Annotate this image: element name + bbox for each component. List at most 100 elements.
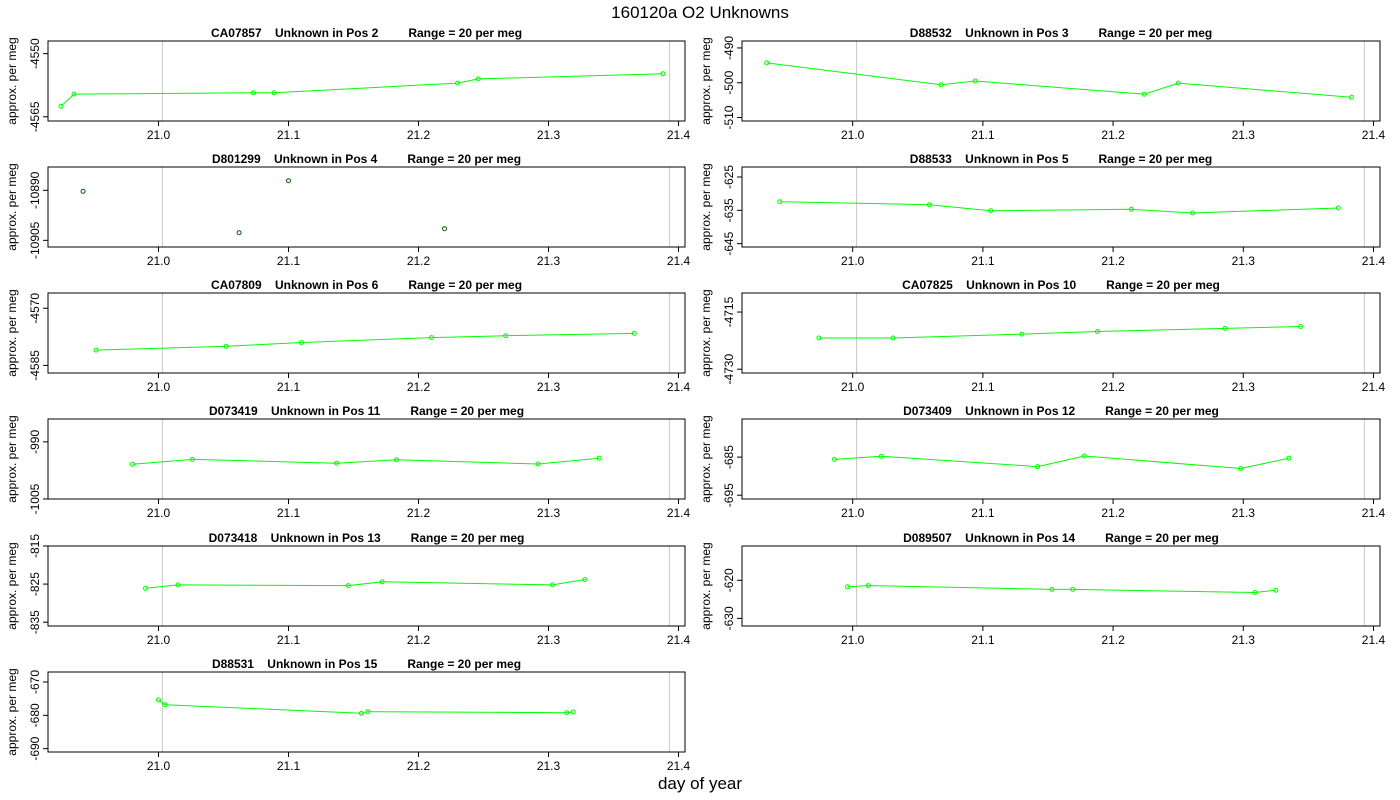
panel-4-data-point <box>1190 210 1195 216</box>
panel-6-x-tick-label: 21.2 <box>1101 380 1125 394</box>
panel-9-data-point <box>143 585 148 591</box>
panel-9-x-tick-label: 21.4 <box>667 633 691 647</box>
panel-9-y-tick-label: -815 <box>28 534 42 558</box>
panel-2-title: D88532 Unknown in Pos 3 Range = 20 per m… <box>910 26 1212 40</box>
panel-4-title: D88533 Unknown in Pos 5 Range = 20 per m… <box>910 152 1212 166</box>
panel-11-x-tick-label: 21.3 <box>537 759 561 773</box>
panel-6-data-point <box>816 335 822 341</box>
panel-5-x-tick-label: 21.1 <box>277 380 301 394</box>
panel-2-x-tick-label: 21.0 <box>841 128 865 142</box>
panel-8-data-point <box>831 456 837 462</box>
panel-9-series-line <box>145 579 585 589</box>
panel-6-series-line <box>818 326 1301 339</box>
panel-9-data-point <box>582 577 588 582</box>
panel-7-data-point <box>596 455 602 461</box>
panel-6-x-tick-label: 21.3 <box>1232 380 1256 394</box>
panel-3-data-point <box>80 188 86 194</box>
panel-8-x-tick-label: 21.0 <box>841 506 865 520</box>
panel-8-x-tick-label: 21.1 <box>971 506 995 520</box>
panel-2-frame <box>741 40 1381 122</box>
panel-9-y-tick-label: -835 <box>28 610 42 634</box>
panel-2-y-tick-label: -490 <box>722 36 736 60</box>
figure-title: 160120a O2 Unknowns <box>611 3 789 22</box>
panel-4-data-point <box>988 208 994 214</box>
panel-1-x-tick-label: 21.0 <box>147 128 171 142</box>
panel-10-data-point <box>1252 590 1258 595</box>
panel-7-y-tick-label: -1005 <box>28 483 42 514</box>
panel-1-data-point <box>475 76 481 82</box>
panel-1-series-line <box>60 73 663 107</box>
panel-5-x-tick-label: 21.0 <box>147 380 171 394</box>
panel-4-frame <box>741 166 1381 248</box>
panel-11-x-tick-label: 21.0 <box>147 759 171 773</box>
panel-1-x-tick-label: 21.3 <box>537 128 561 142</box>
panel-10-title: D089507 Unknown in Pos 14 Range = 20 per… <box>903 531 1219 545</box>
panel-8-data-point <box>878 453 884 459</box>
panel-8-title: D073409 Unknown in Pos 12 Range = 20 per… <box>903 404 1219 418</box>
panel-7-series-line <box>132 457 600 465</box>
panel-9-frame <box>47 545 686 627</box>
panel-11-data-point <box>365 709 371 715</box>
panel-9-data-point <box>379 579 385 585</box>
panel-10-frame <box>741 545 1381 627</box>
panel-1-data-point <box>71 91 77 97</box>
panel-2-x-tick-label: 21.1 <box>971 128 995 142</box>
panel-10-data-point <box>845 584 850 590</box>
panel-8-y-axis-label: approx. per meg <box>699 415 713 502</box>
panel-7-data-point <box>393 457 399 463</box>
panel-5-data-point <box>299 340 304 345</box>
panel-5-series-line <box>96 332 635 351</box>
panel-2-data-point <box>1175 80 1181 86</box>
panel-7-title: D073419 Unknown in Pos 11 Range = 20 per… <box>209 404 524 418</box>
panel-9-data-point <box>549 582 555 588</box>
panel-6-frame <box>741 292 1381 374</box>
panel-6-data-point <box>1019 331 1025 337</box>
panel-1-x-tick-label: 21.2 <box>407 128 431 142</box>
panel-6-x-tick-label: 21.4 <box>1362 380 1386 394</box>
panel-6-y-tick-label: -4730 <box>722 354 736 385</box>
panel-2-x-tick-label: 21.2 <box>1101 128 1125 142</box>
panel-11-x-tick-label: 21.2 <box>407 759 431 773</box>
panel-8-y-tick-label: -695 <box>722 483 736 507</box>
panel-10-x-tick-label: 21.4 <box>1362 633 1386 647</box>
panel-10-y-axis-label: approx. per meg <box>699 542 713 629</box>
panel-4-y-tick-label: -625 <box>722 165 736 189</box>
panel-11-data-point <box>564 710 570 716</box>
panel-7-data-point <box>334 460 340 466</box>
panel-8-y-tick-label: -685 <box>722 445 736 469</box>
panel-11-x-tick-label: 21.1 <box>277 759 301 773</box>
panel-4-series-line <box>779 201 1339 214</box>
panel-5-x-tick-label: 21.3 <box>537 380 561 394</box>
panel-11-title: D88531 Unknown in Pos 15 Range = 20 per … <box>212 657 521 671</box>
panel-1-data-point <box>660 71 666 77</box>
panel-1-y-tick-label: -4565 <box>28 101 42 132</box>
panel-9-y-axis-label: approx. per meg <box>5 542 19 629</box>
panel-2-x-tick-label: 21.4 <box>1362 128 1386 142</box>
panel-4-y-tick-label: -645 <box>722 231 736 255</box>
panel-2-series-line <box>766 62 1352 98</box>
panel-3-frame <box>47 166 686 248</box>
panel-8-data-point <box>1238 466 1244 471</box>
panel-11-frame <box>47 671 686 753</box>
panel-2-data-point <box>972 78 978 84</box>
panel-11-y-axis-label: approx. per meg <box>5 668 19 755</box>
panel-11-series-line <box>158 699 574 714</box>
panel-9-x-tick-label: 21.0 <box>147 633 171 647</box>
panel-5-y-tick-label: -4585 <box>28 350 42 381</box>
panel-3-x-tick-label: 21.0 <box>147 254 171 268</box>
panel-8-data-point <box>1081 453 1087 459</box>
panel-7-x-tick-label: 21.0 <box>147 506 171 520</box>
panel-3-data-point <box>442 226 447 232</box>
panel-3-x-tick-label: 21.3 <box>537 254 561 268</box>
panel-10-x-tick-label: 21.2 <box>1101 633 1125 647</box>
panel-7-data-point <box>535 461 541 467</box>
panel-5-data-point <box>93 347 99 353</box>
panel-5-data-point <box>223 343 229 349</box>
panel-6-data-point <box>1298 324 1304 329</box>
panel-5-frame <box>47 292 686 374</box>
panel-9-data-point <box>345 583 351 589</box>
panel-5-x-tick-label: 21.2 <box>407 380 431 394</box>
panel-10-data-point <box>1273 587 1279 593</box>
panel-3-y-tick-label: -10905 <box>28 221 42 259</box>
